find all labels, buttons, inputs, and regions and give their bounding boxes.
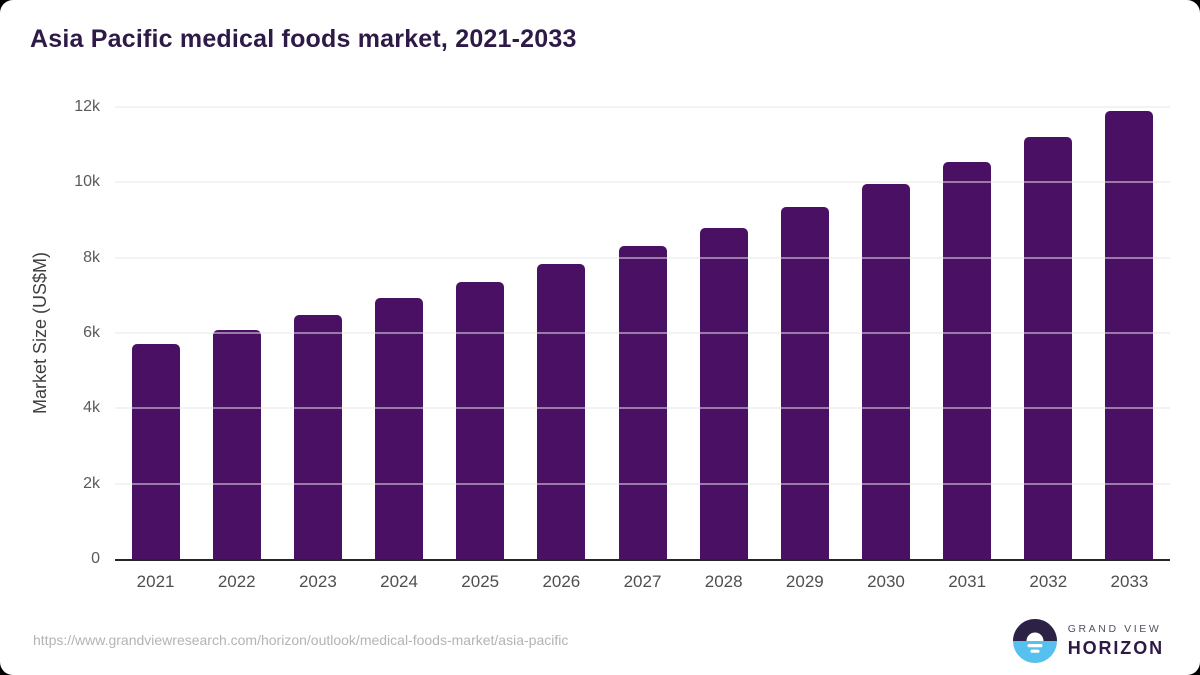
logo-text: GRAND VIEW HORIZON — [1068, 623, 1164, 659]
x-tick-2024: 2024 — [380, 572, 418, 591]
bar-slot-2024 — [358, 107, 439, 559]
source-url: https://www.grandviewresearch.com/horizo… — [33, 632, 569, 648]
x-tick-2030: 2030 — [867, 572, 905, 591]
plot-area: 2021 2022 2023 2024 2025 2026 2027 2028 2029 2030… — [74, 98, 1170, 591]
gridline-10k — [115, 181, 1170, 183]
logo-line-horizon: HORIZON — [1067, 638, 1164, 658]
x-tick-2031: 2031 — [948, 572, 987, 591]
bar-2025 — [456, 282, 505, 559]
gridline-12k — [115, 106, 1170, 108]
y-tick-12k: 12k — [74, 98, 100, 115]
bar-series — [115, 107, 1170, 559]
y-tick-8k: 8k — [83, 248, 100, 266]
bar-slot-2029 — [764, 107, 845, 559]
bar-2022 — [212, 330, 261, 559]
x-tick-2025: 2025 — [461, 572, 500, 591]
bar-2033 — [1105, 110, 1154, 559]
bar-2023 — [293, 314, 342, 559]
grand-view-horizon-logo: GRAND VIEW HORIZON — [1012, 619, 1164, 663]
x-tick-2021: 2021 — [136, 572, 175, 591]
y-tick-0: 0 — [91, 550, 100, 567]
bar-slot-2032 — [1008, 107, 1089, 559]
x-tick-2033: 2033 — [1110, 572, 1149, 591]
bar-slot-2033 — [1089, 107, 1170, 559]
bar-slot-2026 — [521, 107, 602, 559]
bar-slot-2021 — [115, 107, 196, 559]
x-tick-2028: 2028 — [704, 572, 743, 591]
gridline-2k — [115, 483, 1170, 485]
x-tick-2023: 2023 — [298, 572, 337, 591]
bar-2032 — [1024, 137, 1073, 559]
gridline-6k — [115, 332, 1170, 334]
bar-2027 — [618, 246, 667, 559]
y-tick-2k: 2k — [83, 474, 100, 492]
y-tick-10k: 10k — [74, 173, 100, 191]
gridline-4k — [115, 407, 1170, 409]
bar-slot-2027 — [602, 107, 683, 559]
bar-slot-2023 — [277, 107, 358, 559]
x-tick-2026: 2026 — [542, 572, 581, 591]
bar-slot-2030 — [845, 107, 926, 559]
x-tick-2029: 2029 — [785, 572, 824, 591]
gridline-8k — [115, 257, 1170, 259]
x-tick-2022: 2022 — [217, 572, 256, 591]
bar-slot-2022 — [196, 107, 277, 559]
bar-2028 — [699, 227, 748, 559]
bar-slot-2025 — [440, 107, 521, 559]
logo-line-grand-view: GRAND VIEW — [1067, 623, 1162, 635]
bar-2021 — [131, 344, 180, 559]
y-tick-6k: 6k — [83, 324, 100, 341]
bar-2024 — [375, 298, 424, 559]
page-title: Asia Pacific medical foods market, 2021-… — [30, 25, 577, 53]
x-tick-2027: 2027 — [623, 572, 662, 591]
x-tick-2032: 2032 — [1029, 572, 1068, 591]
bar-2030 — [861, 184, 910, 559]
bar-slot-2031 — [927, 107, 1008, 559]
bar-2026 — [537, 264, 586, 559]
y-axis-title: Market Size (US$M) — [30, 251, 50, 415]
x-axis-labels: 2021 2022 2023 2024 2025 2026 2027 2028 2029 2030… — [115, 572, 1170, 592]
bar-slot-2028 — [683, 107, 764, 559]
horizon-sunrise-icon — [1012, 619, 1057, 663]
y-tick-4k: 4k — [83, 399, 100, 417]
bar-2031 — [943, 161, 992, 559]
bar-2029 — [780, 206, 829, 559]
